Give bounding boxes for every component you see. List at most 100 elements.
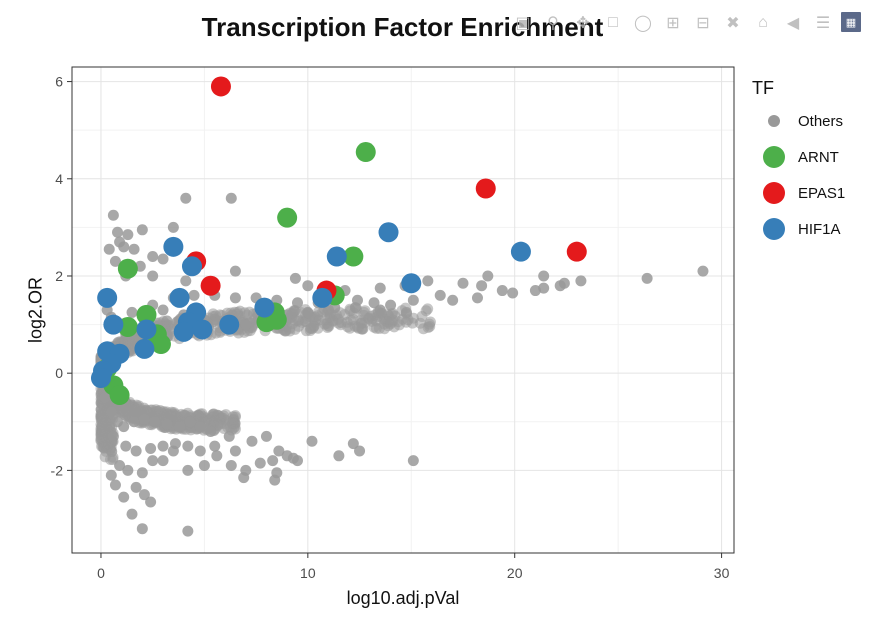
others-point[interactable] [211,450,223,462]
others-point[interactable] [128,243,140,255]
others-point[interactable] [138,489,150,501]
others-point[interactable] [136,523,148,535]
others-point[interactable] [240,319,252,331]
others-point[interactable] [538,282,550,294]
others-point[interactable] [126,508,138,520]
zoom-in-icon[interactable]: ⊞ [666,15,680,32]
hif1a-point[interactable] [192,319,213,340]
others-point[interactable] [302,306,314,318]
others-point[interactable] [128,416,140,428]
others-point[interactable] [697,265,709,277]
arnt-point[interactable] [109,385,130,406]
others-point[interactable] [575,275,587,287]
others-point[interactable] [225,460,237,472]
others-point[interactable] [354,445,366,457]
others-point[interactable] [289,272,301,284]
others-point[interactable] [225,192,237,204]
others-point[interactable] [180,192,192,204]
others-point[interactable] [182,525,194,537]
arnt-point[interactable] [266,309,287,330]
hif1a-point[interactable] [169,287,190,308]
epas1-point[interactable] [210,76,231,97]
legend-item-epas1[interactable]: EPAS1 [752,175,845,211]
others-point[interactable] [407,455,419,467]
others-point[interactable] [374,282,386,294]
others-point[interactable] [374,304,386,316]
arnt-point[interactable] [117,258,138,279]
others-point[interactable] [302,280,314,292]
others-point[interactable] [99,391,111,403]
others-point[interactable] [482,270,494,282]
plotly-logo-icon[interactable]: ▦ [841,12,861,32]
others-point[interactable] [422,275,434,287]
others-point[interactable] [457,277,469,289]
others-point[interactable] [103,243,115,255]
others-point[interactable] [306,435,318,447]
others-point[interactable] [385,299,397,311]
arnt-point[interactable] [343,246,364,267]
box-select-icon[interactable]: □ [608,14,618,31]
others-point[interactable] [122,464,134,476]
hif1a-point[interactable] [254,297,275,318]
others-point[interactable] [109,255,121,267]
others-point[interactable] [136,224,148,236]
others-point[interactable] [157,440,169,452]
zoom-out-icon[interactable]: ⊟ [696,15,710,32]
others-point[interactable] [118,491,130,503]
others-point[interactable] [157,253,169,265]
hif1a-point[interactable] [401,273,422,294]
others-point[interactable] [138,413,150,425]
legend-item-others[interactable]: Others [752,103,845,139]
others-point[interactable] [269,474,281,486]
others-point[interactable] [507,287,519,299]
others-point[interactable] [120,440,132,452]
others-point[interactable] [558,277,570,289]
others-point[interactable] [238,472,250,484]
others-point[interactable] [136,467,148,479]
others-point[interactable] [147,251,159,263]
others-point[interactable] [145,496,157,508]
others-point[interactable] [496,285,508,297]
others-point[interactable] [333,450,345,462]
hover-compare-icon[interactable]: ☰ [815,15,831,32]
hif1a-point[interactable] [97,287,118,308]
others-point[interactable] [194,421,206,433]
others-point[interactable] [157,455,169,467]
others-point[interactable] [287,452,299,464]
hif1a-point[interactable] [326,246,347,267]
others-point[interactable] [641,272,653,284]
others-point[interactable] [323,304,335,316]
others-point[interactable] [291,297,303,309]
others-point[interactable] [105,406,117,418]
epas1-point[interactable] [475,178,496,199]
others-point[interactable] [180,275,192,287]
others-point[interactable] [147,455,159,467]
hif1a-point[interactable] [312,287,333,308]
others-point[interactable] [130,481,142,493]
others-point[interactable] [145,443,157,455]
others-point[interactable] [209,440,221,452]
others-point[interactable] [229,265,241,277]
others-point[interactable] [229,292,241,304]
others-point[interactable] [147,270,159,282]
others-point[interactable] [130,445,142,457]
others-point[interactable] [538,270,550,282]
arnt-point[interactable] [355,142,376,163]
legend-item-arnt[interactable]: ARNT [752,139,845,175]
others-point[interactable] [174,421,186,433]
others-point[interactable] [476,280,488,292]
others-point[interactable] [347,438,359,450]
others-point[interactable] [198,460,210,472]
others-point[interactable] [105,469,117,481]
arnt-point[interactable] [150,334,171,355]
others-point[interactable] [118,421,130,433]
hif1a-point[interactable] [90,368,111,389]
arnt-point[interactable] [277,207,298,228]
others-point[interactable] [447,294,459,306]
lasso-icon[interactable]: ◯ [634,15,652,32]
hif1a-point[interactable] [103,314,124,335]
hif1a-point[interactable] [136,319,157,340]
pan-icon[interactable]: ✥ [576,15,590,32]
others-point[interactable] [273,445,285,457]
